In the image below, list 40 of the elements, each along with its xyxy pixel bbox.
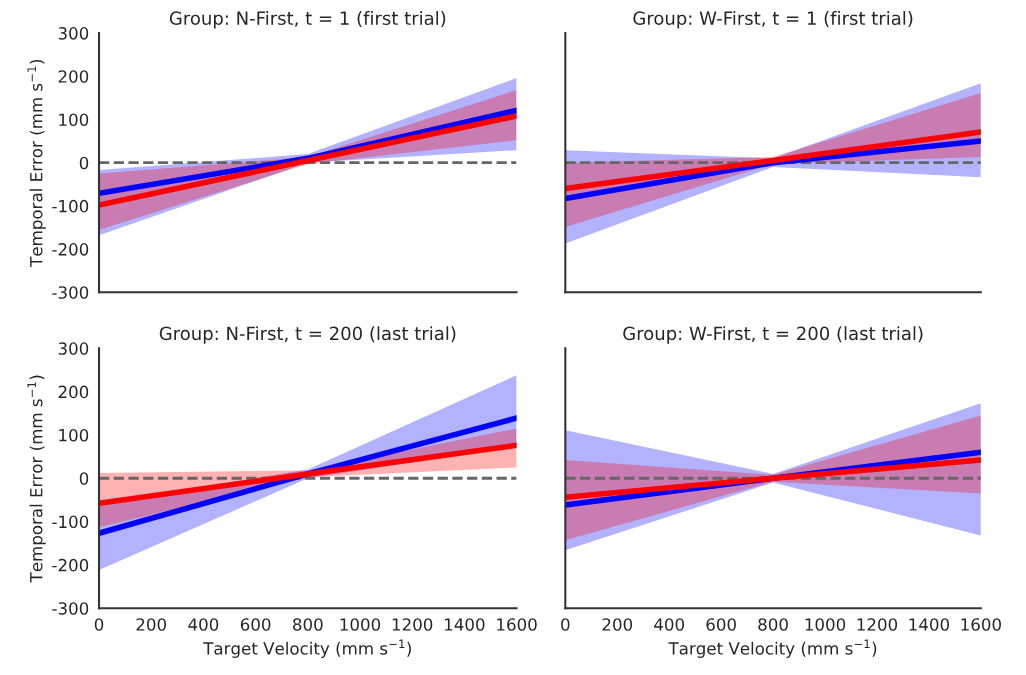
x-tick-label: 600 (706, 618, 736, 631)
x-tick-label: 1400 (445, 618, 485, 631)
x-tick-label: 0 (561, 618, 570, 631)
x-tick-label: 1200 (857, 618, 898, 631)
x-tick-label: 0 (94, 618, 104, 631)
x-tick-label: 1400 (909, 618, 950, 631)
y-tick-label: 200 (58, 70, 89, 83)
x-tick-label: 1600 (497, 618, 537, 631)
y-tick-label: -100 (52, 199, 89, 213)
chart-title: Group: N-First, t = 200 (last trial) (159, 326, 456, 344)
x-tick-label: 800 (758, 618, 788, 631)
y-tick-label: 200 (58, 385, 89, 399)
y-tick-label: 0 (79, 472, 89, 485)
x-tick-label: 1000 (805, 618, 846, 631)
y-axis-title: Temporal Error (mm s$^{−1}$) (27, 59, 46, 267)
y-tick-label: -200 (52, 243, 89, 256)
y-tick-label: -200 (52, 558, 89, 572)
x-tick-label: 600 (240, 618, 271, 631)
x-tick-label: 1200 (392, 618, 433, 631)
y-tick-label: -300 (52, 286, 89, 299)
y-tick-label: 300 (58, 27, 89, 40)
x-tick-label: 1600 (961, 618, 1001, 631)
x-tick-label: 400 (188, 618, 219, 631)
x-axis-title: Target Velocity (mm s$^{−1}$) (203, 639, 411, 658)
chart-title: Group: W-First, t = 200 (last trial) (623, 326, 923, 344)
y-tick-label: -300 (52, 602, 89, 615)
x-axis-title: Target Velocity (mm s$^{−1}$) (668, 639, 877, 658)
x-tick-label: 1000 (340, 618, 381, 631)
y-tick-label: 100 (59, 428, 89, 442)
x-tick-label: 200 (602, 618, 633, 631)
x-tick-label: 200 (136, 618, 167, 631)
y-tick-label: 300 (58, 342, 89, 355)
y-tick-label: -100 (52, 515, 89, 529)
chart-title: Group: W-First, t = 1 (first trial) (633, 11, 913, 29)
y-tick-label: 100 (59, 113, 89, 127)
y-axis-title: Temporal Error (mm s$^{−1}$) (27, 375, 46, 583)
x-tick-label: 400 (654, 618, 685, 631)
y-tick-label: 0 (79, 156, 89, 170)
x-tick-label: 800 (293, 618, 323, 631)
chart-title: Group: N-First, t = 1 (first trial) (169, 11, 446, 29)
